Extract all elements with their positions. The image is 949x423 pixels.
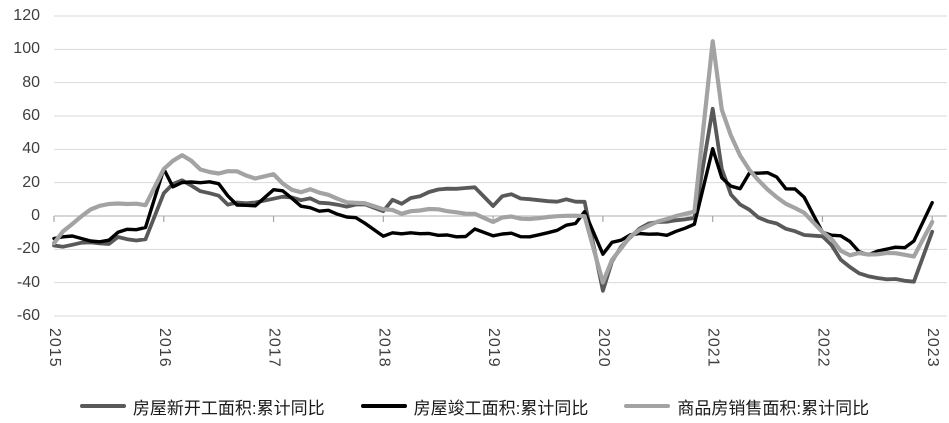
y-axis-label: -60 xyxy=(16,307,40,324)
x-axis-label: 2017 xyxy=(265,328,283,368)
legend-item: 房屋新开工面积:累计同比 xyxy=(79,394,325,419)
legend-line-marker xyxy=(79,404,126,408)
x-axis-label: 2016 xyxy=(155,328,173,368)
legend-line-marker xyxy=(360,404,407,408)
series-line-0 xyxy=(52,106,935,293)
x-axis-label: 2018 xyxy=(375,328,393,368)
x-axis-label: 2020 xyxy=(594,328,612,368)
y-axis-label: 80 xyxy=(22,73,40,91)
x-axis-label: 2021 xyxy=(704,328,722,368)
y-axis-label: 40 xyxy=(22,140,40,158)
y-axis-label: 100 xyxy=(13,40,40,58)
legend-label: 商品房销售面积:累计同比 xyxy=(677,398,870,418)
x-axis-label: 2023 xyxy=(924,328,942,368)
y-axis-label: 0 xyxy=(31,207,40,224)
legend-item: 房屋竣工面积:累计同比 xyxy=(360,394,589,419)
y-axis-label: 60 xyxy=(22,106,40,124)
legend-line-marker xyxy=(624,404,671,408)
legend: 房屋新开工面积:累计同比 房屋竣工面积:累计同比 商品房销售面积:累计同比 xyxy=(0,392,949,420)
y-axis-label: -40 xyxy=(16,273,40,291)
legend-item: 商品房销售面积:累计同比 xyxy=(624,394,869,419)
series-line-2 xyxy=(51,39,935,285)
y-axis-label: 120 xyxy=(13,6,40,24)
x-axis-label: 2022 xyxy=(814,328,832,368)
y-axis-label: 20 xyxy=(22,173,40,191)
series-line-1 xyxy=(52,146,934,257)
x-axis-label: 2019 xyxy=(485,328,503,368)
legend-label: 房屋竣工面积:累计同比 xyxy=(413,398,589,418)
x-axis-label: 2015 xyxy=(46,328,63,368)
legend-label: 房屋新开工面积:累计同比 xyxy=(132,398,325,418)
y-axis-label: -20 xyxy=(16,240,40,258)
